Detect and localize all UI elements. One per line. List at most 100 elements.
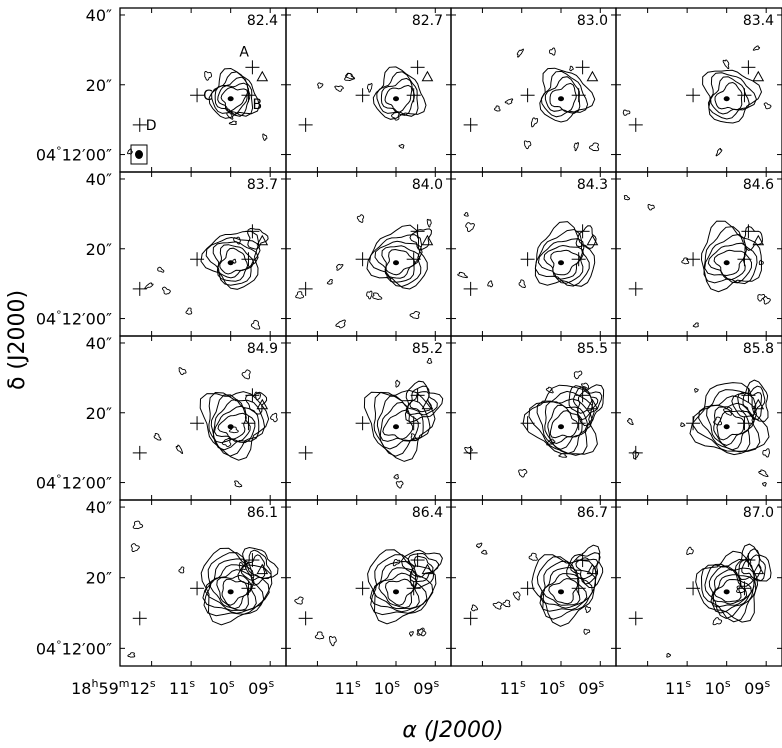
emission-contour [220,86,249,112]
emission-contour [539,67,596,123]
noise-contour [294,596,304,605]
velocity-label: 86.1 [247,505,278,521]
velocity-label: 83.7 [247,177,278,193]
noise-contour [752,45,761,51]
triangle-marker [256,70,269,82]
emission-contour [217,412,247,440]
marker-label-D: D [146,118,157,134]
noise-contour [470,604,479,612]
secondary-contour [409,391,432,413]
noise-contour [588,142,600,152]
noise-contour [175,444,184,454]
emission-contour [714,81,743,111]
velocity-label: 84.3 [577,177,608,193]
emission-contour [711,574,748,605]
secondary-contour [743,225,763,251]
triangle-marker [421,563,434,575]
noise-contour [757,293,766,302]
emission-contour [200,230,260,290]
channel-panel-85.5: 85.5 [450,335,617,501]
x-axis-label: α (J2000) [402,718,503,743]
y-tick-label: 40″ [86,6,112,25]
secondary-contour [577,390,599,414]
noise-contour [204,71,213,81]
velocity-label: 87.0 [743,505,774,521]
emission-contour [536,398,593,455]
secondary-contour [575,557,599,580]
beam-box [130,144,148,165]
noise-contour [426,358,433,364]
emission-contour [372,66,427,120]
emission-contour [695,550,759,623]
emission-peak [723,260,730,266]
channel-panel-85.2: 85.2 [285,335,452,501]
emission-contour [550,249,581,276]
channel-panel-86.1: 86.1 [119,499,287,667]
x-tick-label: 09s [578,677,604,698]
noise-contour [335,319,346,329]
emission-contour [373,391,431,457]
velocity-label: 83.0 [577,13,608,29]
emission-contour [208,67,260,119]
noise-contour [762,296,771,305]
noise-contour [502,599,511,608]
emission-contour [549,410,579,439]
noise-contour [487,280,494,288]
channel-panel-87.0: 87.0 [615,499,782,667]
emission-contour [367,549,437,625]
emission-contour [710,569,752,608]
noise-contour [518,468,528,478]
velocity-label: 83.4 [743,13,774,29]
channel-panel-83.0: 83.0 [450,7,617,173]
emission-contour [209,569,255,612]
noise-contour [546,438,556,446]
y-tick-labels: 40″ 20″ 04°12′00″ 40″ 20″ 04°12′00″ 40″ 20″ 04°1… [36,6,112,658]
emission-peak [558,589,564,595]
noise-contour [395,379,401,388]
noise-contour [528,552,538,561]
emission-contour [534,221,596,287]
triangle-marker [586,234,599,246]
triangle-marker [256,234,269,246]
noise-contour [344,73,355,81]
noise-contour [366,82,373,93]
noise-contour [127,148,133,155]
emission-contour [537,238,585,284]
emission-contour [713,406,750,446]
panel-frame [615,7,782,173]
noise-contour [523,140,532,150]
noise-contour [530,117,539,128]
noise-contour [480,549,488,555]
x-tick-label: 11s [335,677,361,698]
noise-contour [233,236,241,245]
x-tick-label: 11s [665,677,691,698]
noise-contour [426,218,432,228]
emission-contour [202,558,265,614]
emission-contour [713,578,742,603]
emission-contour [378,572,418,609]
x-tick-label: 09s [413,677,439,698]
noise-contour [157,266,165,273]
noise-contour [409,311,420,319]
x-tick-label: 10s [705,677,731,698]
emission-peak [558,96,564,102]
noise-contour [356,214,365,223]
panel-frame [285,499,452,667]
noise-contour [127,652,136,658]
velocity-label: 82.4 [247,13,278,29]
channel-panel-82.4: 82.4 A B C D [119,7,287,173]
velocity-label: 86.7 [577,505,608,521]
noise-contour [393,474,399,480]
marker-label-C: C [203,88,213,104]
noise-contour [132,520,144,530]
y-tick-label: 40″ [86,334,112,353]
secondary-contour [244,391,268,415]
panel-frame [450,7,617,173]
x-tick-label: 10s [374,677,400,698]
x-tick-label: 18h59m12s [71,677,156,698]
emission-peak [723,424,730,430]
emission-contour [542,573,581,606]
noise-contour [130,543,140,552]
triangle-marker [752,234,765,246]
noise-contour [231,258,237,264]
